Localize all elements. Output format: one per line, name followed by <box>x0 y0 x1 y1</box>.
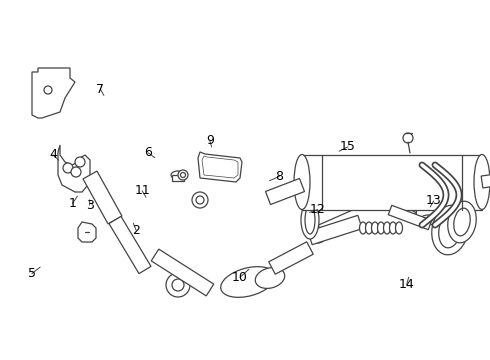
Ellipse shape <box>371 189 378 203</box>
Ellipse shape <box>305 206 315 234</box>
Ellipse shape <box>360 222 367 234</box>
Text: 13: 13 <box>426 194 441 207</box>
Text: 12: 12 <box>310 203 325 216</box>
Polygon shape <box>269 242 313 274</box>
Ellipse shape <box>395 222 402 234</box>
Bar <box>172 175 184 181</box>
Ellipse shape <box>377 189 385 203</box>
Ellipse shape <box>432 205 468 255</box>
Circle shape <box>180 172 186 177</box>
Text: 1: 1 <box>69 197 76 210</box>
Text: 5: 5 <box>28 267 36 280</box>
Ellipse shape <box>192 192 208 208</box>
Text: 14: 14 <box>399 278 415 291</box>
Polygon shape <box>32 68 75 118</box>
Polygon shape <box>109 216 151 274</box>
Text: 4: 4 <box>49 148 57 161</box>
Circle shape <box>63 163 73 173</box>
Polygon shape <box>481 172 490 188</box>
Polygon shape <box>58 145 90 192</box>
Circle shape <box>44 86 52 94</box>
Ellipse shape <box>360 189 367 203</box>
Polygon shape <box>266 179 304 204</box>
Ellipse shape <box>171 171 185 179</box>
Ellipse shape <box>366 189 372 203</box>
Polygon shape <box>388 205 432 230</box>
Ellipse shape <box>384 189 391 203</box>
Circle shape <box>166 273 190 297</box>
Text: 9: 9 <box>206 134 214 147</box>
Polygon shape <box>83 171 122 224</box>
Ellipse shape <box>310 227 326 243</box>
Ellipse shape <box>412 201 416 219</box>
Polygon shape <box>198 152 242 182</box>
Circle shape <box>178 170 188 180</box>
Ellipse shape <box>377 222 385 234</box>
Ellipse shape <box>406 201 411 219</box>
Text: 7: 7 <box>97 83 104 96</box>
Polygon shape <box>151 249 214 296</box>
Ellipse shape <box>420 215 436 225</box>
Polygon shape <box>308 215 362 245</box>
Ellipse shape <box>220 267 275 297</box>
Ellipse shape <box>384 222 391 234</box>
Text: 2: 2 <box>132 224 140 237</box>
Circle shape <box>403 133 413 143</box>
Text: 10: 10 <box>232 271 248 284</box>
Polygon shape <box>78 222 96 242</box>
Text: 8: 8 <box>275 170 283 183</box>
Circle shape <box>75 157 85 167</box>
Ellipse shape <box>196 196 204 204</box>
Ellipse shape <box>424 217 432 222</box>
Text: 15: 15 <box>340 140 356 153</box>
Ellipse shape <box>255 267 285 288</box>
Bar <box>302 155 482 210</box>
Ellipse shape <box>410 201 415 219</box>
Circle shape <box>71 167 81 177</box>
Ellipse shape <box>371 222 378 234</box>
Polygon shape <box>307 191 363 227</box>
Ellipse shape <box>395 189 402 203</box>
Ellipse shape <box>400 210 416 218</box>
Ellipse shape <box>366 222 372 234</box>
Ellipse shape <box>390 189 396 203</box>
Ellipse shape <box>439 212 461 248</box>
Ellipse shape <box>390 222 396 234</box>
Text: 3: 3 <box>86 199 94 212</box>
Ellipse shape <box>301 201 319 239</box>
Text: 11: 11 <box>134 184 150 197</box>
Ellipse shape <box>454 208 470 236</box>
Text: 6: 6 <box>145 147 152 159</box>
Ellipse shape <box>408 201 413 219</box>
Ellipse shape <box>448 201 476 243</box>
Ellipse shape <box>314 231 322 239</box>
Ellipse shape <box>474 154 490 210</box>
Ellipse shape <box>403 201 409 219</box>
Ellipse shape <box>294 154 310 210</box>
Polygon shape <box>202 156 238 178</box>
Circle shape <box>172 279 184 291</box>
